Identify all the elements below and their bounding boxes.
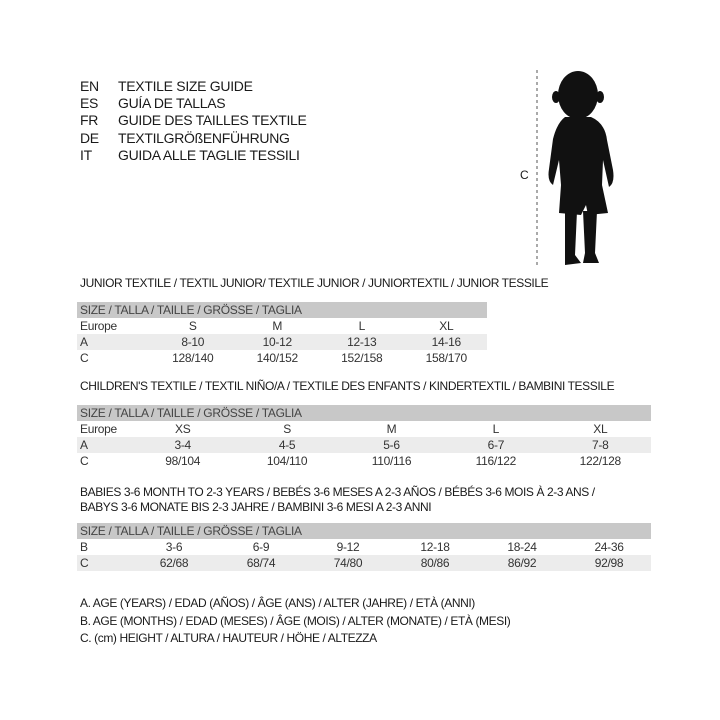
row-label: C <box>77 555 129 571</box>
table-cell: 9-12 <box>336 540 360 554</box>
table-cell: 140/152 <box>256 351 299 365</box>
size-header-label: SIZE / TALLA / TAILLE / GRÖSSE / TAGLIA <box>77 405 651 421</box>
size-header-label: SIZE / TALLA / TAILLE / GRÖSSE / TAGLIA <box>77 302 488 318</box>
row-label: Europe <box>80 422 117 436</box>
legend-line: C. (cm) HEIGHT / ALTURA / HAUTEUR / HÖHE… <box>80 631 377 645</box>
table-cell: S <box>283 422 291 436</box>
row-label: B <box>80 540 88 554</box>
size-header-row: SIZE / TALLA / TAILLE / GRÖSSE / TAGLIA <box>77 523 652 539</box>
section-title: BABIES 3-6 MONTH TO 2-3 YEARS / BEBÉS 3-… <box>80 485 595 499</box>
section-title: CHILDREN'S TEXTILE / TEXTIL NIÑO/A / TEX… <box>80 379 615 393</box>
table-row: B 3-6 6-9 9-12 12-18 18-24 24-36 <box>77 539 651 555</box>
table-cell: 24-36 <box>594 540 624 554</box>
language-title: TEXTILGRÖßENFÜHRUNG <box>118 129 290 146</box>
table-cell: 5-6 <box>337 437 443 453</box>
table-cell: 110/116 <box>371 454 412 468</box>
size-table: SIZE / TALLA / TAILLE / GRÖSSE / TAGLIA E… <box>77 405 651 469</box>
language-code: EN <box>80 78 99 94</box>
section-title: BABYS 3-6 MONATE BIS 2-3 JAHRE / BAMBINI… <box>80 500 432 514</box>
table-cell: M <box>386 422 397 436</box>
table-cell: 8-10 <box>149 334 234 350</box>
table-cell: 128/140 <box>172 351 214 365</box>
table-cell: L <box>358 319 366 333</box>
table-cell: 152/158 <box>341 351 383 365</box>
table-cell: 12-13 <box>318 334 403 350</box>
table-row: A 3-4 4-5 5-6 6-7 7-8 <box>77 437 651 453</box>
language-title: GUIDA ALLE TAGLIE TESSILI <box>118 146 300 163</box>
table-cell: 80/86 <box>390 555 477 571</box>
legend-line: B. AGE (MONTHS) / EDAD (MESES) / ÂGE (MO… <box>80 613 511 628</box>
child-silhouette-icon <box>536 70 614 265</box>
table-cell: 14-16 <box>402 334 488 350</box>
height-measure-label: C <box>520 168 529 182</box>
table-cell: M <box>272 319 283 333</box>
table-cell: 116/122 <box>475 454 517 468</box>
table-row: Europe XS S M L XL <box>77 421 651 437</box>
table-cell: XS <box>174 422 191 436</box>
table-cell: 18-24 <box>507 540 537 554</box>
table-cell: 6-7 <box>442 437 547 453</box>
size-table: SIZE / TALLA / TAILLE / GRÖSSE / TAGLIA E… <box>77 302 488 366</box>
size-table: SIZE / TALLA / TAILLE / GRÖSSE / TAGLIA B… <box>77 523 652 571</box>
table-row: Europe S M L XL <box>77 318 487 334</box>
table-cell: S <box>188 319 197 333</box>
language-title: GUIDE DES TAILLES TEXTILE <box>118 112 307 129</box>
child-figure: C <box>515 65 625 275</box>
table-cell: 122/128 <box>579 454 622 468</box>
legend-line: A. AGE (YEARS) / EDAD (AÑOS) / ÂGE (ANS)… <box>80 596 475 610</box>
table-row: C 98/104 104/110 110/116 116/122 122/128 <box>77 453 651 469</box>
size-header-row: SIZE / TALLA / TAILLE / GRÖSSE / TAGLIA <box>77 302 488 318</box>
table-cell: 12-18 <box>420 540 450 554</box>
table-cell: 3-6 <box>165 540 183 554</box>
language-code: IT <box>80 146 92 163</box>
size-header-row: SIZE / TALLA / TAILLE / GRÖSSE / TAGLIA <box>77 405 651 421</box>
table-cell: 3-4 <box>129 437 234 453</box>
table-cell: 98/104 <box>165 454 201 468</box>
table-cell: 4-5 <box>233 437 338 453</box>
row-label: A <box>77 437 129 453</box>
size-header-label: SIZE / TALLA / TAILLE / GRÖSSE / TAGLIA <box>77 523 652 539</box>
language-title: GUÍA DE TALLAS <box>118 95 226 112</box>
language-title: TEXTILE SIZE GUIDE <box>118 78 253 94</box>
table-cell: 10-12 <box>233 334 318 350</box>
table-cell: 158/170 <box>425 351 468 365</box>
table-row: C 62/68 68/74 74/80 80/86 86/92 92/98 <box>77 555 652 571</box>
row-label: A <box>77 334 149 350</box>
section-title: JUNIOR TEXTILE / TEXTIL JUNIOR/ TEXTILE … <box>80 276 549 290</box>
language-code: FR <box>80 112 99 129</box>
table-row: C 128/140 140/152 152/158 158/170 <box>77 350 487 366</box>
table-cell: XL <box>439 319 454 333</box>
table-cell: 92/98 <box>564 555 652 571</box>
language-code: DE <box>80 129 99 146</box>
table-cell: 104/110 <box>266 454 308 468</box>
table-cell: 7-8 <box>546 437 651 453</box>
table-cell: L <box>492 422 500 436</box>
table-cell: 86/92 <box>477 555 564 571</box>
table-row: A 8-10 10-12 12-13 14-16 <box>77 334 488 350</box>
language-code: ES <box>80 95 99 112</box>
row-label: C <box>80 454 89 468</box>
table-cell: 6-9 <box>252 540 270 554</box>
table-cell: 68/74 <box>216 555 303 571</box>
row-label: C <box>80 351 89 365</box>
row-label: Europe <box>80 319 117 333</box>
table-cell: 62/68 <box>129 555 216 571</box>
table-cell: 74/80 <box>303 555 390 571</box>
table-cell: XL <box>593 422 608 436</box>
